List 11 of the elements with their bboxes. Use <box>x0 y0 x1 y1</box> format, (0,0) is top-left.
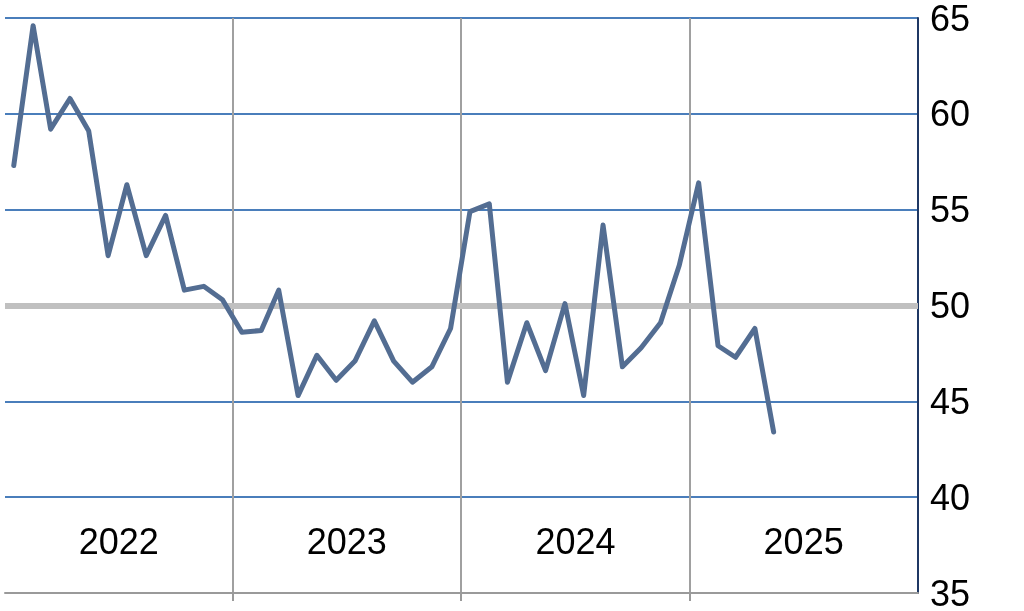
y-tick-label: 50 <box>930 285 971 326</box>
x-tick-label: 2024 <box>535 520 616 562</box>
x-tick-label: 2022 <box>78 520 159 562</box>
y-tick-label: 45 <box>930 380 971 422</box>
x-tick-label: 2025 <box>763 520 844 562</box>
y-tick-label: 40 <box>930 476 971 518</box>
x-tick-label: 2023 <box>306 520 387 562</box>
y-tick-label: 55 <box>930 189 971 231</box>
y-tick-label: 65 <box>930 0 971 39</box>
y-tick-label: 35 <box>930 572 971 611</box>
y-tick-label: 60 <box>930 93 971 135</box>
